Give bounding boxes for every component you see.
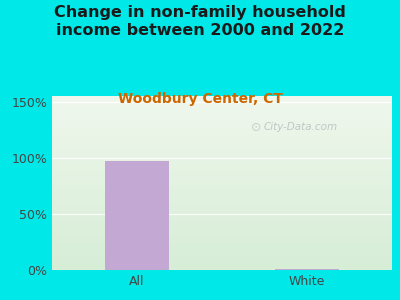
Bar [105, 161, 169, 270]
Text: City-Data.com: City-Data.com [263, 122, 337, 132]
Bar [275, 269, 339, 270]
Text: Woodbury Center, CT: Woodbury Center, CT [118, 92, 282, 106]
Text: Change in non-family household
income between 2000 and 2022: Change in non-family household income be… [54, 4, 346, 38]
Text: ⊙: ⊙ [251, 121, 261, 134]
